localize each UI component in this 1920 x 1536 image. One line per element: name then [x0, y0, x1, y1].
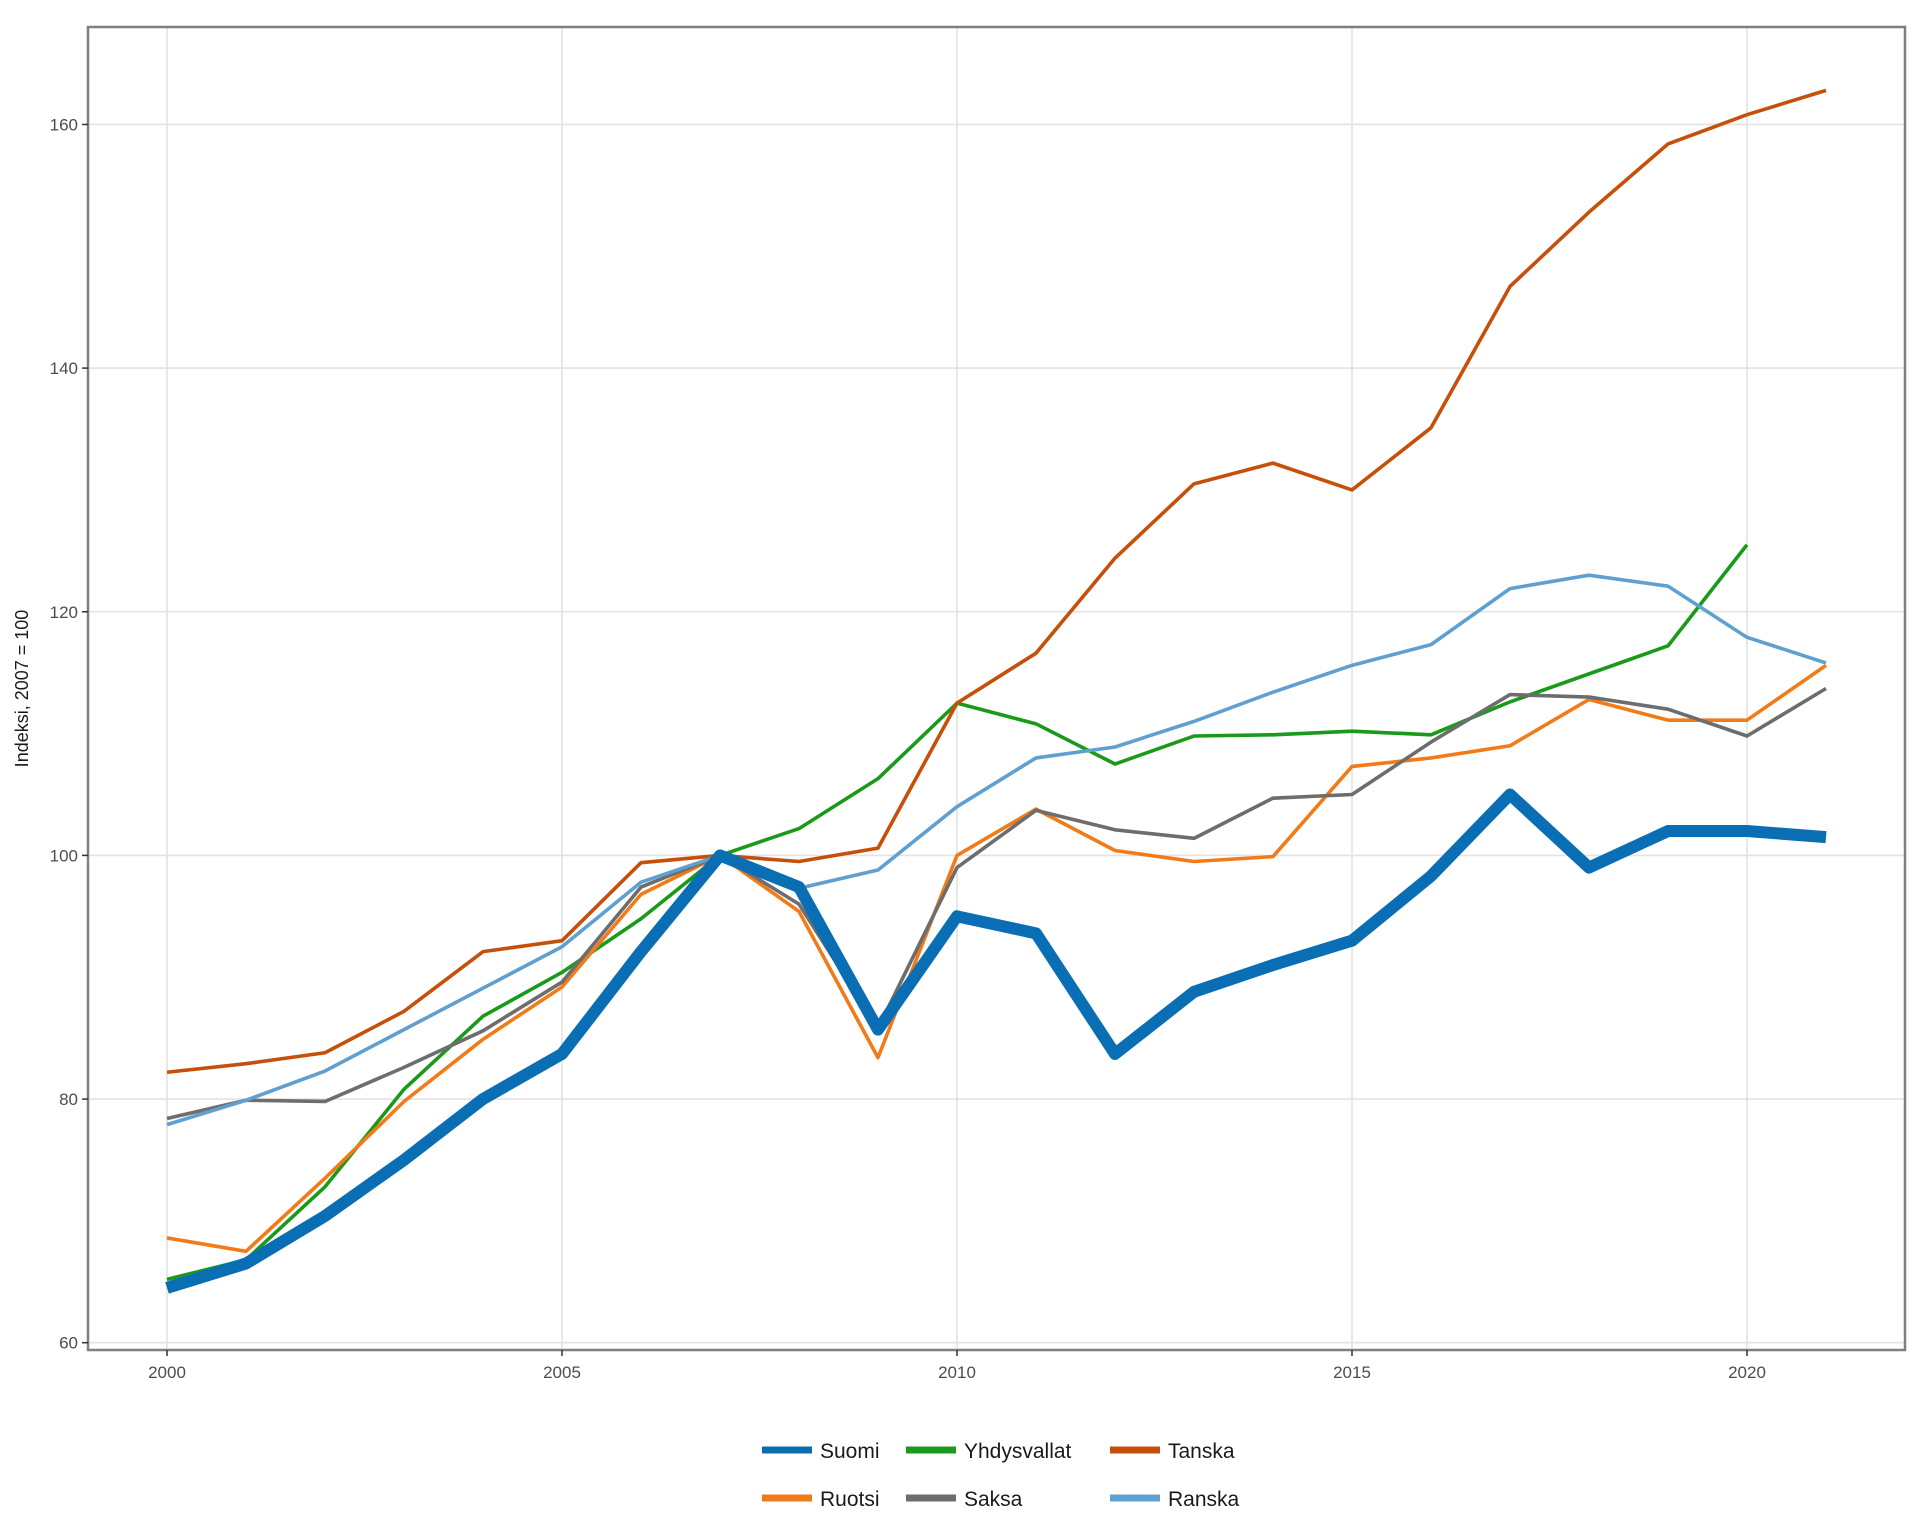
grid-lines: [88, 27, 1905, 1350]
y-tick-label: 140: [50, 359, 78, 378]
series-line-ranska: [166, 573, 1827, 1127]
legend-label-ranska: Ranska: [1168, 1488, 1240, 1511]
y-axis-title: Indeksi, 2007 = 100: [12, 610, 32, 768]
legend-label-suomi: Suomi: [820, 1440, 880, 1463]
y-tick-label: 160: [50, 115, 78, 134]
plot-panel-border: [86, 25, 1907, 1352]
y-tick-label: 80: [59, 1090, 78, 1109]
x-tick-label: 2000: [148, 1363, 186, 1382]
y-tick-label: 120: [50, 603, 78, 622]
data-series: [165, 88, 1828, 1294]
series-line-tanska: [166, 88, 1827, 1075]
series-line-ruotsi: [166, 663, 1828, 1254]
x-tick-label: 2010: [938, 1363, 976, 1382]
y-tick-label: 60: [59, 1334, 78, 1353]
y-tick-label: 100: [50, 846, 78, 865]
legend-label-tanska: Tanska: [1168, 1440, 1235, 1463]
x-tick-label: 2015: [1333, 1363, 1371, 1382]
axes: 60 80 100 120 140 160 2000 2005 2010 2015 2020: [50, 115, 1766, 1382]
legend: Suomi Yhdysvallat Tanska Ruotsi Saksa Ranska: [762, 1440, 1240, 1511]
series-line-suomi: [165, 788, 1827, 1294]
series-line-saksa: [166, 686, 1827, 1121]
x-tick-label: 2005: [543, 1363, 581, 1382]
legend-label-yhdysvallat: Yhdysvallat: [964, 1440, 1072, 1463]
legend-label-saksa: Saksa: [964, 1488, 1023, 1511]
legend-label-ruotsi: Ruotsi: [820, 1488, 880, 1511]
x-tick-label: 2020: [1728, 1363, 1766, 1382]
